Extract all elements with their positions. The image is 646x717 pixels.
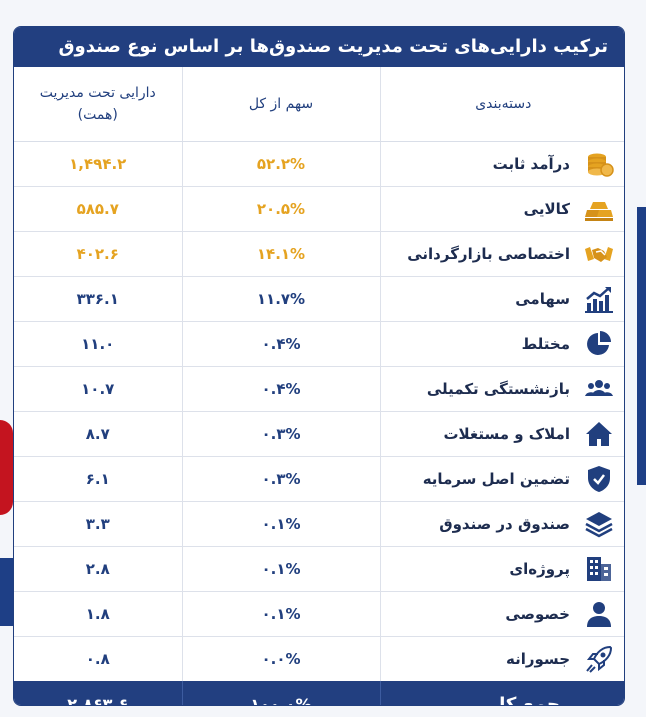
header-aum: دارایی تحت مدیریت (همت) [14, 67, 182, 142]
table-row: پروژه‌ای ۰.۱% ۲.۸ [14, 546, 624, 592]
table-row: تضمین اصل سرمایه ۰.۳% ۶.۱ [14, 456, 624, 502]
aum-cell: ۸.۷ [14, 411, 182, 457]
pie-chart-icon [582, 327, 616, 361]
category-cell: املاک و مستغلات [379, 411, 624, 457]
header-share: سهم از کل [181, 67, 380, 142]
share-cell: ۲۰.۵% [181, 186, 380, 232]
table-row: خصوصی ۰.۱% ۱.۸ [14, 591, 624, 637]
category-label: مختلط [521, 335, 570, 353]
category-label: پروژه‌ای [509, 560, 570, 578]
edge-decoration-blue-left [0, 558, 13, 626]
edge-decoration-red [0, 420, 13, 515]
building-icon [582, 552, 616, 586]
category-cell: پروژه‌ای [379, 546, 624, 592]
fund-composition-card: ترکیب دارایی‌های تحت مدیریت صندوق‌ها بر … [13, 26, 625, 706]
category-cell: جسورانه [379, 636, 624, 681]
aum-cell: ۴۰۲.۶ [14, 231, 182, 277]
aum-cell: ۰.۸ [85, 650, 110, 668]
header-row: دسته‌بندی سهم از کل دارایی تحت مدیریت (ه… [14, 67, 624, 142]
category-label: بازنشستگی تکمیلی [426, 380, 570, 398]
rocket-icon [582, 642, 616, 676]
header-aum-line2: (همت) [77, 107, 118, 123]
category-cell: خصوصی [379, 591, 624, 637]
table-row: سهامی ۱۱.۷% ۳۳۶.۱ [14, 276, 624, 322]
category-cell: بازنشستگی تکمیلی [379, 366, 624, 412]
category-cell: مختلط [379, 321, 624, 367]
share-cell: ۰.۴% [181, 366, 380, 412]
coins-icon [582, 147, 616, 181]
share-cell: ۰.۴% [181, 321, 380, 367]
aum-cell: ۱.۸ [14, 591, 182, 637]
category-label: جسورانه [506, 650, 570, 668]
header-category: دسته‌بندی [379, 67, 624, 142]
share-cell: ۰.۱% [181, 591, 380, 637]
aum-cell: ۳.۳ [14, 501, 182, 547]
person-icon [582, 597, 616, 631]
aum-cell: ۵۸۵.۷ [14, 186, 182, 232]
group-icon [582, 372, 616, 406]
table-row: بازنشستگی تکمیلی ۰.۴% ۱۰.۷ [14, 366, 624, 412]
table-row: کالایی ۲۰.۵% ۵۸۵.۷ [14, 186, 624, 232]
aum-cell: ۲.۸ [14, 546, 182, 592]
category-label: خصوصی [505, 605, 570, 623]
category-cell: اختصاصی بازارگردانی [379, 231, 624, 277]
category-label: تضمین اصل سرمایه [422, 470, 570, 488]
table-row: املاک و مستغلات ۰.۳% ۸.۷ [14, 411, 624, 457]
share-cell: ۰.۱% [181, 546, 380, 592]
table-row: جسورانه ۰.۰% ۰.۸ [14, 636, 624, 681]
house-icon [582, 417, 616, 451]
total-aum: ۲,۸۶۳.۶ [14, 681, 182, 705]
layers-icon [582, 507, 616, 541]
share-cell: ۵۲.۲% [181, 141, 380, 187]
share-cell: ۰.۱% [181, 501, 380, 547]
aum-cell: ۱۱.۰ [14, 321, 182, 367]
share-cell: ۰.۰% [181, 636, 380, 681]
total-share: ۱۰۰.۰% [181, 681, 380, 705]
edge-decoration-blue-right [637, 207, 646, 485]
share-cell: ۰.۳% [181, 456, 380, 502]
shield-icon [582, 462, 616, 496]
table-row: درآمد ثابت ۵۲.۲% ۱,۴۹۴.۲ [14, 141, 624, 187]
gold-bars-icon [582, 192, 616, 226]
table-row: اختصاصی بازارگردانی ۱۴.۱% ۴۰۲.۶ [14, 231, 624, 277]
category-cell: کالایی [379, 186, 624, 232]
category-label: اختصاصی بازارگردانی [407, 245, 570, 263]
share-cell: ۰.۳% [181, 411, 380, 457]
handshake-icon [582, 237, 616, 271]
category-label: سهامی [515, 290, 570, 308]
category-label: املاک و مستغلات [443, 425, 570, 443]
category-cell: درآمد ثابت [379, 141, 624, 187]
category-label: صندوق در صندوق [439, 515, 570, 533]
growth-chart-icon [582, 282, 616, 316]
aum-cell: ۶.۱ [14, 456, 182, 502]
aum-cell: ۳۳۶.۱ [14, 276, 182, 322]
category-cell: سهامی [379, 276, 624, 322]
category-cell: تضمین اصل سرمایه [379, 456, 624, 502]
share-cell: ۱۱.۷% [181, 276, 380, 322]
share-cell: ۱۴.۱% [181, 231, 380, 277]
category-label: درآمد ثابت [492, 155, 570, 173]
total-label: جمع کل [379, 681, 624, 705]
aum-cell: ۱۰.۷ [14, 366, 182, 412]
aum-cell: ۱,۴۹۴.۲ [14, 141, 182, 187]
category-label: کالایی [523, 200, 570, 218]
table-row: صندوق در صندوق ۰.۱% ۳.۳ [14, 501, 624, 547]
fund-composition-table: دسته‌بندی سهم از کل دارایی تحت مدیریت (ه… [14, 67, 624, 705]
total-row: جمع کل ۱۰۰.۰% ۲,۸۶۳.۶ [14, 681, 624, 705]
category-cell: صندوق در صندوق [379, 501, 624, 547]
table-row: مختلط ۰.۴% ۱۱.۰ [14, 321, 624, 367]
table-title: ترکیب دارایی‌های تحت مدیریت صندوق‌ها بر … [14, 27, 624, 67]
header-aum-line1: دارایی تحت مدیریت [39, 85, 156, 101]
